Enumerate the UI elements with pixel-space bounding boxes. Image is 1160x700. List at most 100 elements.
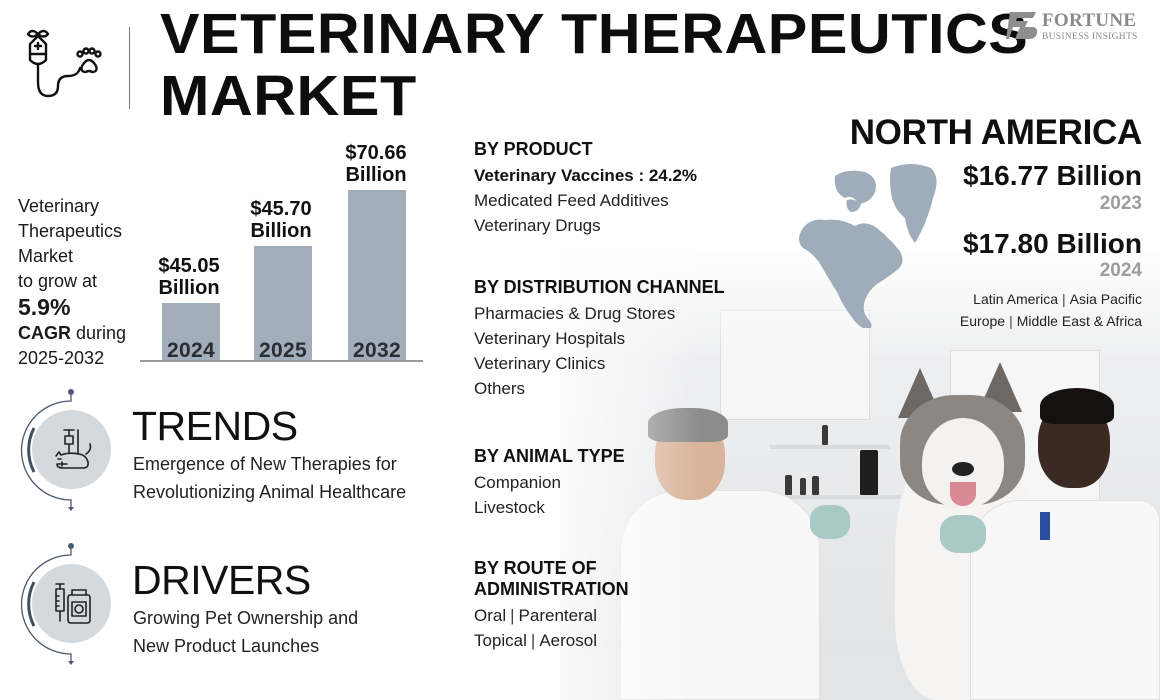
region-title: NORTH AMERICA <box>849 113 1143 152</box>
region-year-2024: 2024 <box>1099 260 1142 281</box>
cagr-value: 5.9% <box>18 294 71 320</box>
region-year-2023: 2023 <box>1099 193 1142 214</box>
bar-value-label: $45.05 Billion <box>134 255 244 299</box>
segment-item: Veterinary Drugs <box>474 216 601 235</box>
vet-tie <box>1040 512 1050 540</box>
separator: | <box>1062 291 1066 307</box>
bar-2024: 2024 <box>162 303 220 362</box>
header-divider <box>129 27 130 109</box>
drivers-desc-line: Growing Pet Ownership and <box>133 608 359 628</box>
segment-item: Medicated Feed Additives <box>474 191 669 210</box>
fortune-business-insights-logo: FORTUNE BUSINESS INSIGHTS <box>1006 10 1146 44</box>
trends-desc-line: Emergence of New Therapies for <box>133 454 397 474</box>
segment-item: Others <box>474 379 526 398</box>
market-size-bar-chart: $45.05 Billion 2024 $45.70 Billion 2025 … <box>140 140 425 365</box>
glove <box>810 505 850 539</box>
bar-unit: Billion <box>158 277 220 299</box>
segment-item: Pharmacies & Drug Stores <box>474 304 676 323</box>
other-regions-row: Latin America | Asia Pacific <box>960 288 1142 310</box>
region-name: Latin America <box>973 291 1058 307</box>
separator: | <box>530 631 536 650</box>
segment-item: Oral <box>474 606 507 625</box>
cagr-label-line: CAGR during <box>18 321 126 346</box>
dog-tongue <box>950 482 976 506</box>
segment-by-distribution-channel: BY DISTRIBUTION CHANNEL Pharmacies & Dru… <box>474 277 725 401</box>
bottle <box>800 478 806 495</box>
segment-item: Topical <box>474 631 527 650</box>
segment-item-row: Topical | Aerosol <box>474 628 629 653</box>
cagr-label: CAGR <box>18 323 71 343</box>
segment-item: Veterinary Clinics <box>474 354 606 373</box>
summary-line: Therapeutics <box>18 221 123 241</box>
shelf <box>770 445 890 449</box>
bottle <box>785 475 792 495</box>
shelf <box>760 495 900 499</box>
segment-by-product: BY PRODUCT Veterinary Vaccines : 24.2% M… <box>474 139 697 238</box>
separator: | <box>1009 313 1013 329</box>
trends-section: TRENDS Emergence of New Therapies for Re… <box>20 388 440 518</box>
cagr-suffix: during <box>71 323 127 343</box>
segment-item: Livestock <box>474 498 545 517</box>
bottle <box>822 425 828 445</box>
segment-item: Parenteral <box>518 606 597 625</box>
region-name: Europe <box>959 313 1006 329</box>
drivers-desc-line: New Product Launches <box>133 636 320 656</box>
trends-title: TRENDS <box>132 403 298 449</box>
syringe-medicine-bottle-icon <box>55 583 91 624</box>
cagr-summary: Veterinary Therapeutics Market to grow a… <box>18 194 126 371</box>
bar-value: $70.66 <box>345 142 407 164</box>
segment-title: BY DISTRIBUTION CHANNEL <box>474 277 725 297</box>
other-regions: Latin America | Asia Pacific Europe | Middle… <box>960 288 1142 332</box>
stethoscope-paw-icon <box>26 29 102 98</box>
glove <box>940 515 986 553</box>
brand-subtitle: BUSINESS INSIGHTS <box>1042 32 1138 42</box>
segment-by-route-of-administration: BY ROUTE OF ADMINISTRATION Oral | Parenter… <box>474 558 629 653</box>
segment-title: BY ANIMAL TYPE <box>474 446 625 466</box>
trends-description: Emergence of New Therapies for Revolutio… <box>133 450 406 506</box>
segment-title: BY ROUTE OF <box>474 558 597 578</box>
summary-line: to grow at <box>18 271 98 291</box>
north-america-map-icon <box>799 164 937 328</box>
segment-title: BY PRODUCT <box>474 139 593 159</box>
bar-2025: 2025 <box>254 246 312 362</box>
bar-value: $45.70 <box>250 198 312 220</box>
bar-value-label: $45.70 Billion <box>226 198 336 242</box>
bar-value-label: $70.66 Billion <box>321 142 431 186</box>
segment-item: Veterinary Hospitals <box>474 329 626 348</box>
bar-year-label: 2024 <box>167 339 215 362</box>
separator: | <box>510 606 515 625</box>
segment-by-animal-type: BY ANIMAL TYPE Companion Livestock <box>474 446 625 520</box>
segment-item: Aerosol <box>539 631 597 650</box>
brand-name: FORTUNE <box>1042 10 1137 31</box>
bar-2032: 2032 <box>348 190 406 362</box>
timeline-arc-icon <box>20 389 74 511</box>
segment-item: Companion <box>474 473 561 492</box>
forecast-period: 2025-2032 <box>18 348 105 368</box>
drivers-description: Growing Pet Ownership and New Product La… <box>133 604 358 660</box>
timeline-arc-icon <box>20 543 74 665</box>
segment-title: ADMINISTRATION <box>474 579 629 599</box>
page-title: VETERINARY THERAPEUTICS MARKET <box>160 3 1028 127</box>
region-name: Middle East & Africa <box>1016 313 1142 329</box>
bar-year-label: 2032 <box>353 339 401 362</box>
iv-drip-cat-icon <box>55 429 92 469</box>
x-axis-line <box>140 360 423 362</box>
icon-circle <box>32 410 111 489</box>
region-value-2023: $16.77 Billion <box>963 160 1142 191</box>
segment-item-highlight: Veterinary Vaccines : 24.2% <box>474 166 698 185</box>
fbi-logo-icon <box>1006 12 1038 39</box>
summary-line: Veterinary <box>18 196 100 216</box>
bar-value: $45.05 <box>158 255 220 277</box>
other-regions-row: Europe | Middle East & Africa <box>960 310 1142 332</box>
vet-coat-right <box>970 500 1160 700</box>
dog-nose <box>952 462 974 476</box>
summary-line: Market <box>18 246 74 266</box>
trends-desc-line: Revolutionizing Animal Healthcare <box>133 482 407 502</box>
bottle <box>860 450 878 495</box>
region-value-2024: $17.80 Billion <box>963 228 1142 259</box>
bottle <box>812 476 819 495</box>
bar-year-label: 2025 <box>259 339 307 362</box>
segment-item-row: Oral | Parenteral <box>474 603 629 628</box>
title-line-1: VETERINARY THERAPEUTICS <box>160 2 1029 66</box>
drivers-title: DRIVERS <box>132 557 311 603</box>
